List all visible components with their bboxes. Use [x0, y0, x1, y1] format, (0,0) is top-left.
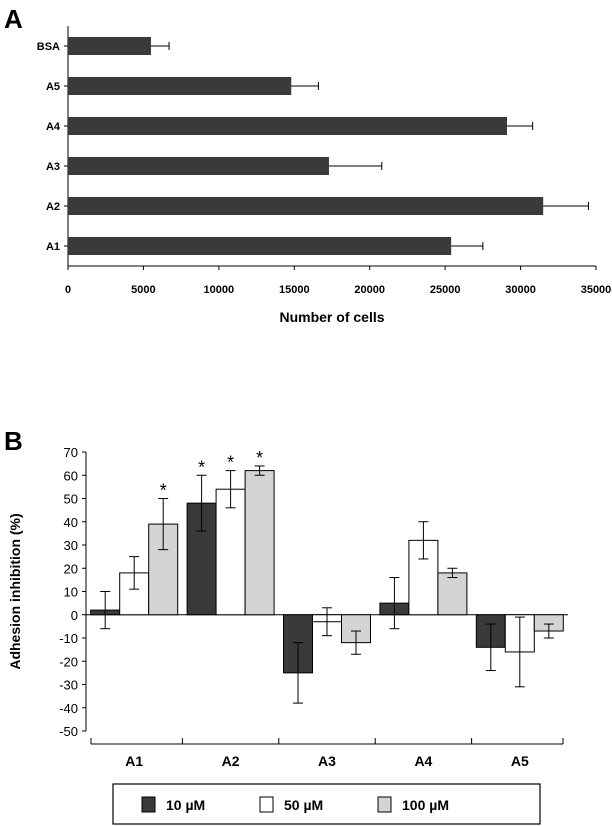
legend-label: 50 µM — [284, 797, 323, 813]
bar — [437, 572, 468, 616]
x-tick-label: 0 — [65, 284, 71, 296]
y-tick-label: 0 — [71, 608, 78, 623]
significance-marker: * — [160, 481, 167, 501]
x-tick-label: 5000 — [131, 284, 155, 296]
category-label: A5 — [511, 753, 529, 769]
y-tick-label: -20 — [59, 654, 78, 669]
grouped-bar-chart: 70 60 50 40 30 20 10 0 -10 -20 -30 -40 -50 Adhesion i… — [7, 445, 568, 825]
bar — [68, 37, 151, 55]
legend-label: 10 µM — [166, 797, 205, 813]
category-label: A3 — [46, 161, 60, 173]
significance-marker: * — [256, 448, 263, 468]
x-tick-label: 20000 — [354, 284, 385, 296]
bar — [68, 197, 544, 215]
category-label: A2 — [222, 753, 240, 769]
x-tick-label: 35000 — [581, 284, 612, 296]
y-tick-label: -40 — [59, 701, 78, 716]
category-label: A1 — [125, 753, 143, 769]
bar — [244, 470, 275, 616]
y-tick-label: 40 — [64, 515, 78, 530]
legend-label: 100 µM — [402, 797, 449, 813]
significance-marker: * — [198, 457, 205, 477]
x-tick-label: 30000 — [505, 284, 536, 296]
bar — [215, 488, 246, 616]
bar — [68, 157, 329, 175]
legend-swatch — [377, 796, 392, 813]
x-tick-label: 15000 — [279, 284, 310, 296]
category-label: A5 — [46, 81, 60, 93]
y-tick-label: 60 — [64, 468, 78, 483]
y-tick-label: 30 — [64, 538, 78, 553]
y-tick-label: 10 — [64, 585, 78, 600]
y-tick-label: 20 — [64, 561, 78, 576]
y-tick-label: -50 — [59, 724, 78, 739]
category-label: A1 — [46, 241, 60, 253]
significance-marker: * — [227, 453, 234, 473]
legend: 10 µM 50 µM 100 µM — [112, 783, 541, 825]
x-tick-label: 25000 — [430, 284, 461, 296]
x-axis-title: Number of cells — [279, 309, 384, 325]
category-label: A4 — [46, 121, 61, 133]
panel-b-letter: B — [4, 426, 23, 456]
category-label: BSA — [37, 41, 60, 53]
legend-swatch — [259, 796, 274, 813]
y-tick-label: 50 — [64, 492, 78, 507]
bar — [68, 77, 292, 95]
y-axis-title: Adhesion inhibition (%) — [7, 513, 23, 669]
y-tick-label: 70 — [64, 445, 78, 460]
panel-a-letter: A — [4, 4, 23, 34]
x-tick-label: 10000 — [204, 284, 235, 296]
category-label: A3 — [318, 753, 336, 769]
y-tick-label: -10 — [59, 631, 78, 646]
y-tick-label: -30 — [59, 678, 78, 693]
category-label: A4 — [414, 753, 432, 769]
legend-box — [112, 783, 541, 825]
bar — [68, 117, 507, 135]
legend-swatch — [141, 796, 156, 813]
category-label: A2 — [46, 201, 60, 213]
horizontal-bar-chart: BSA A5 A4 A3 A2 A1 0 5000 10000 15000 20000 25000 30… — [37, 26, 612, 325]
bar — [68, 237, 452, 255]
